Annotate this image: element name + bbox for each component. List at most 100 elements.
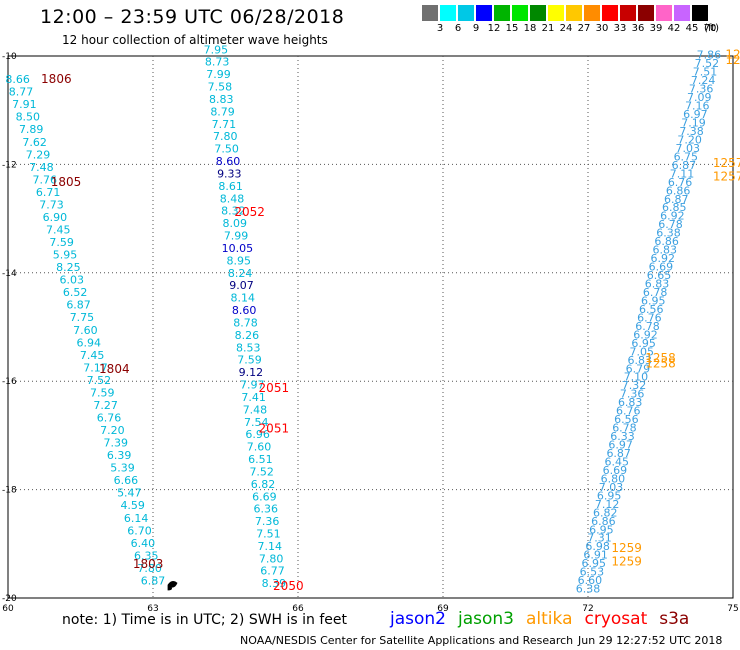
pass-label: 2052 <box>234 205 265 219</box>
wave-height-value: 6.91 <box>583 549 608 562</box>
scale-swatch <box>530 5 546 21</box>
wave-height-value: 7.60 <box>73 324 98 337</box>
wave-height-value: 7.59 <box>90 386 115 399</box>
generated-timestamp: Jun 29 12:27:52 UTC 2018 <box>578 634 723 647</box>
wave-height-value: 6.60 <box>578 574 603 587</box>
wave-height-value: 6.66 <box>114 474 139 487</box>
x-tick-label: 66 <box>292 604 304 614</box>
satellite-legend-entry: s3a <box>659 609 690 629</box>
scale-swatch <box>620 5 636 21</box>
wave-height-value: 7.14 <box>258 540 283 553</box>
wave-height-value: 6.76 <box>637 311 662 324</box>
y-tick-label: -16 <box>2 377 17 387</box>
wave-height-value: 6.82 <box>593 506 618 519</box>
wave-height-value: 6.33 <box>610 430 635 443</box>
wave-height-value: 7.54 <box>244 416 269 429</box>
x-tick-label: 60 <box>2 604 14 614</box>
wave-height-value: 6.56 <box>614 413 639 426</box>
scale-swatch <box>692 5 708 21</box>
wave-height-value: 6.87 <box>664 193 689 206</box>
wave-height-value: 7.58 <box>208 81 233 94</box>
wave-height-value: 8.77 <box>9 86 34 99</box>
wave-height-value: 7.50 <box>214 143 239 156</box>
wave-height-value: 6.90 <box>43 211 68 224</box>
wave-height-value: 7.71 <box>212 118 237 131</box>
scale-tick-label: 24 <box>559 23 573 34</box>
wave-height-value: 6.87 <box>606 447 631 460</box>
wave-height-value: 5.47 <box>117 487 142 500</box>
scale-tick-label: 21 <box>541 23 555 34</box>
wave-height-value: 9.12 <box>239 366 264 379</box>
y-tick-label: -10 <box>2 52 17 62</box>
wave-height-value: 6.97 <box>608 439 633 452</box>
scale-tick-label: 36 <box>631 23 645 34</box>
wave-height-value: 7.48 <box>29 161 54 174</box>
wave-height-value: 6.86 <box>654 235 679 248</box>
wave-height-value: 8.61 <box>218 180 243 193</box>
wave-height-value: 6.86 <box>591 515 616 528</box>
map-frame <box>7 55 734 599</box>
pass-label: 2051 <box>259 381 290 395</box>
scale-swatch <box>566 5 582 21</box>
wave-height-value: 8.53 <box>236 341 261 354</box>
wave-height-value: 6.38 <box>656 227 681 240</box>
wave-height-value: 7.99 <box>206 68 231 81</box>
scale-swatch <box>512 5 528 21</box>
wave-height-value: 7.27 <box>93 399 118 412</box>
wave-height-value: 8.78 <box>233 316 258 329</box>
wave-height-value: 7.95 <box>204 43 229 56</box>
wave-height-value: 6.03 <box>60 274 85 287</box>
wave-height-value: 6.78 <box>643 286 668 299</box>
scale-swatch <box>422 5 438 21</box>
scale-tick-label: 9 <box>472 23 480 34</box>
wave-height-value: 7.45 <box>80 349 105 362</box>
wave-height-value: 8.60 <box>216 155 241 168</box>
x-tick-label: 75 <box>727 604 738 614</box>
wave-height-value: 6.40 <box>131 537 156 550</box>
pass-label: 1259 <box>611 554 642 568</box>
wave-height-value: 6.95 <box>641 294 666 307</box>
wave-height-value: 7.24 <box>691 74 716 87</box>
wave-height-value: 7.59 <box>237 354 262 367</box>
wave-height-value: 6.35 <box>134 549 159 562</box>
island-shape <box>167 581 178 591</box>
scale-swatch <box>674 5 690 21</box>
wave-height-value: 6.98 <box>585 540 610 553</box>
wave-height-value: 6.78 <box>658 218 683 231</box>
wave-height-value: 6.86 <box>666 184 691 197</box>
wave-height-value: 7.11 <box>670 167 695 180</box>
wave-height-value: 8.95 <box>227 254 252 267</box>
wave-height-value: 6.39 <box>107 449 132 462</box>
wave-height-value: 6.52 <box>63 286 88 299</box>
wave-height-value: 6.69 <box>603 464 628 477</box>
wave-height-value: 7.20 <box>100 424 125 437</box>
wave-height-value: 6.71 <box>36 186 61 199</box>
wave-height-value: 7.32 <box>622 379 647 392</box>
x-tick-label: 72 <box>582 604 593 614</box>
pass-label: 2051 <box>259 422 290 436</box>
wave-height-value: 8.79 <box>210 105 235 118</box>
wave-height-value: 6.83 <box>645 278 670 291</box>
credit-line: NOAA/NESDIS Center for Satellite Applica… <box>240 634 574 647</box>
wave-height-value: 6.87 <box>66 299 91 312</box>
wave-height-value: 8.25 <box>56 261 81 274</box>
satellite-legend-entry: jason3 <box>458 609 514 629</box>
satellite-legend: jason2 jason3 altika cryosat s3a <box>390 609 701 629</box>
wave-height-value: 7.19 <box>681 117 706 130</box>
wave-height-value: 6.70 <box>127 524 152 537</box>
wave-height-value: 7.89 <box>19 123 44 136</box>
pass-label: 1259 <box>611 541 642 555</box>
wave-height-value: 8.39 <box>262 577 287 590</box>
wave-height-value: 7.80 <box>137 562 162 575</box>
wave-height-value: 10.05 <box>222 242 254 255</box>
pass-label: 12 <box>725 48 740 62</box>
wave-height-value: 6.36 <box>253 503 278 516</box>
wave-height-value: 7.73 <box>39 198 64 211</box>
pass-label: 1258 <box>645 357 676 371</box>
wave-height-value: 7.36 <box>255 515 280 528</box>
wave-height-value: 6.95 <box>631 337 656 350</box>
wave-height-value: 8.60 <box>232 304 257 317</box>
wave-height-value: 6.76 <box>668 176 693 189</box>
wave-height-value: 6.79 <box>626 362 651 375</box>
wave-height-value: 6.96 <box>245 428 270 441</box>
